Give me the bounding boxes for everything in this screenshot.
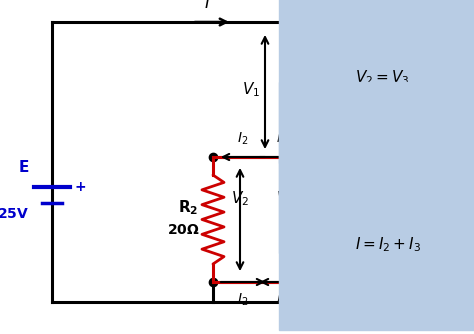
Text: $I_2$: $I_2$ bbox=[237, 292, 249, 308]
Text: $I_3$: $I_3$ bbox=[276, 131, 288, 147]
Text: $I = I_2 + I_3$: $I = I_2 + I_3$ bbox=[355, 235, 421, 254]
Text: $E = V_1 + V_2$: $E = V_1 + V_2$ bbox=[355, 158, 438, 177]
Text: $\mathbf{R_3}$: $\mathbf{R_3}$ bbox=[326, 198, 346, 217]
Text: $V_3$: $V_3$ bbox=[276, 189, 294, 207]
Text: $I_3$: $I_3$ bbox=[276, 292, 288, 308]
Text: $I_2$: $I_2$ bbox=[237, 131, 249, 147]
Text: $V_2 = V_3$: $V_2 = V_3$ bbox=[355, 68, 410, 87]
Text: $\mathbf{38\Omega}$: $\mathbf{38\Omega}$ bbox=[324, 93, 356, 107]
Text: +: + bbox=[75, 180, 87, 194]
Text: $I$: $I$ bbox=[204, 0, 210, 12]
Text: $V_1$: $V_1$ bbox=[242, 80, 260, 99]
Text: $\mathbf{20\Omega}$: $\mathbf{20\Omega}$ bbox=[167, 222, 200, 236]
Text: $V_2$: $V_2$ bbox=[231, 189, 249, 207]
Text: $\mathbf{R_1}$: $\mathbf{R_1}$ bbox=[326, 68, 346, 87]
Text: $\mathbf{25V}$: $\mathbf{25V}$ bbox=[0, 207, 29, 221]
Text: $\mathbf{30\Omega}$: $\mathbf{30\Omega}$ bbox=[324, 222, 356, 236]
Text: $\mathbf{R_2}$: $\mathbf{R_2}$ bbox=[178, 198, 198, 217]
Text: $\mathbf{E}$: $\mathbf{E}$ bbox=[18, 159, 29, 175]
